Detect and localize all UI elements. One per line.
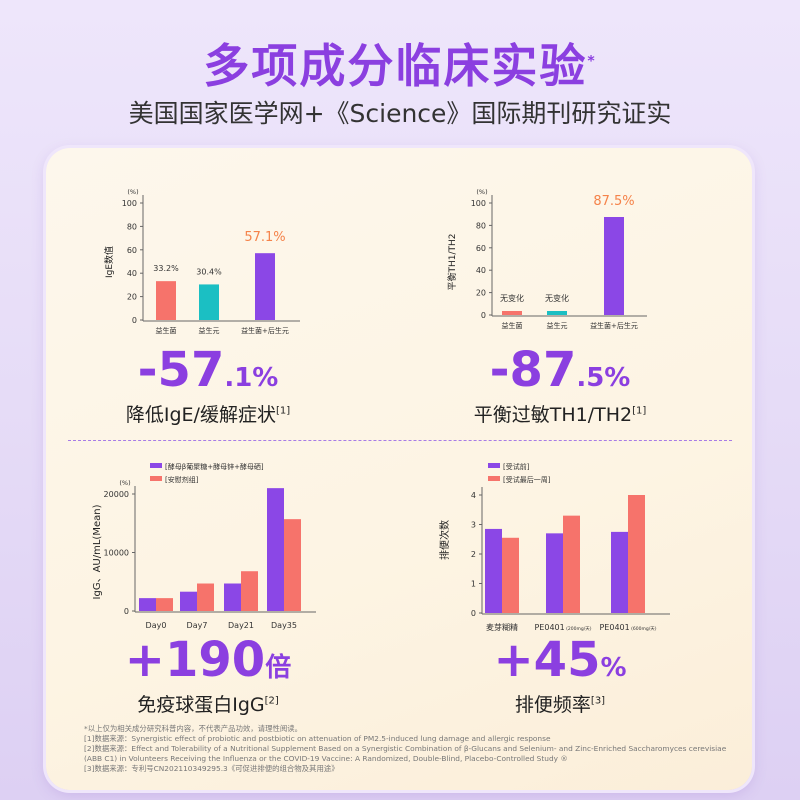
y-tick-label: 100	[122, 199, 137, 208]
data-label: 87.5%	[593, 194, 634, 209]
caption-igG: 免疫球蛋白IgG[2]	[137, 694, 279, 716]
bar	[156, 598, 173, 611]
x-tick-label: 益生元	[199, 326, 220, 335]
bar	[611, 531, 628, 613]
unit-label: (%)	[119, 479, 130, 487]
x-tick-label: PE0401 (600mg/天)	[599, 623, 656, 632]
x-tick-label: 麦芽糊精	[486, 622, 518, 632]
bar	[199, 284, 219, 320]
content-card	[46, 148, 752, 790]
bar	[197, 583, 214, 611]
y-tick-label: 100	[471, 199, 486, 208]
y-tick-label: 60	[127, 246, 137, 255]
bar	[485, 528, 502, 613]
legend-swatch	[150, 463, 162, 468]
bar	[267, 488, 284, 611]
note: [3]数据来源：专利号CN202110349295.3《可促进排便的组合物及其用…	[84, 764, 339, 773]
x-tick-label: 益生元	[547, 321, 568, 330]
bar	[628, 495, 645, 613]
note: [1]数据来源：Synergistic effect of probiotic …	[84, 734, 551, 743]
x-tick-label: Day21	[228, 621, 254, 630]
legend-swatch	[150, 476, 162, 481]
bar	[546, 533, 563, 613]
x-tick-label: 益生菌	[156, 326, 177, 335]
legend-label: [受试最后一周]	[503, 475, 551, 484]
unit-label: (%)	[127, 188, 138, 196]
y-tick-label: 10000	[104, 549, 129, 558]
x-tick-label: Day35	[271, 621, 297, 630]
legend-swatch	[488, 463, 500, 468]
y-tick-label: 80	[476, 221, 486, 230]
note: [2]数据来源：Effect and Tolerability of a Nut…	[84, 744, 727, 763]
x-tick-label: 益生菌	[502, 321, 523, 330]
bar	[604, 217, 624, 315]
page-title: 多项成分临床实验*	[203, 39, 597, 93]
stat-th: -87.5%	[489, 342, 631, 398]
y-tick-label: 1	[471, 580, 476, 589]
y-axis-label: IgE数值	[103, 246, 115, 278]
y-tick-label: 40	[127, 269, 137, 278]
y-tick-label: 20000	[104, 490, 129, 499]
bar	[255, 253, 275, 320]
note: *以上仅为相关成分研究科普内容，不代表产品功效，请理性阅读。	[84, 724, 303, 733]
y-tick-label: 2	[471, 550, 476, 559]
y-tick-label: 40	[476, 266, 486, 275]
y-tick-label: 80	[127, 222, 137, 231]
stat-bowel: +45%	[493, 632, 627, 688]
bar	[156, 281, 176, 320]
bar	[547, 311, 567, 315]
x-tick-label: Day0	[146, 621, 167, 630]
y-tick-label: 0	[471, 609, 476, 618]
y-tick-label: 4	[471, 491, 476, 500]
x-tick-label: 益生菌+后生元	[241, 326, 289, 335]
bar	[284, 519, 301, 611]
unit-label: (%)	[476, 188, 487, 196]
bar	[502, 537, 519, 613]
y-tick-label: 0	[481, 311, 486, 320]
bar	[224, 583, 241, 611]
legend-label: [受试前]	[503, 462, 530, 471]
legend-swatch	[488, 476, 500, 481]
data-label: 57.1%	[244, 230, 285, 245]
caption-th: 平衡过敏TH1/TH2[1]	[473, 404, 647, 426]
y-axis-label: 平衡TH1/TH2	[446, 233, 458, 290]
stat-igE: -57.1%	[137, 342, 279, 398]
legend-label: [安慰剂组]	[165, 475, 199, 484]
y-tick-label: 3	[471, 521, 476, 530]
y-axis-label: 排便次数	[438, 520, 451, 560]
caption-igE: 降低IgE/缓解症状[1]	[125, 404, 291, 426]
bar	[241, 571, 258, 611]
legend-label: [酵母β葡聚糖+酵母锌+酵母硒]	[165, 462, 264, 471]
y-axis-label: IgG、AU/mL(Mean)	[92, 504, 103, 599]
bar	[563, 515, 580, 613]
bar	[139, 598, 156, 611]
stat-igG: +190倍	[124, 632, 292, 688]
y-tick-label: 20	[127, 293, 137, 302]
bar	[502, 311, 522, 315]
x-tick-label: PE0401 (200mg/天)	[534, 623, 591, 632]
divider	[68, 440, 732, 441]
data-label: 无变化	[545, 293, 569, 303]
caption-bowel: 排便频率[3]	[514, 694, 606, 716]
data-label: 30.4%	[196, 267, 222, 276]
y-tick-label: 20	[476, 289, 486, 298]
footnotes: *以上仅为相关成分研究科普内容，不代表产品功效，请理性阅读。 [1]数据来源：S…	[84, 724, 734, 774]
data-label: 33.2%	[153, 264, 179, 273]
y-tick-label: 60	[476, 244, 486, 253]
bar	[180, 591, 197, 611]
y-tick-label: 0	[124, 607, 129, 616]
x-tick-label: Day7	[187, 621, 208, 630]
y-tick-label: 0	[132, 316, 137, 325]
page-subtitle: 美国国家医学网+《Science》国际期刊研究证实	[128, 99, 672, 128]
x-tick-label: 益生菌+后生元	[590, 321, 638, 330]
data-label: 无变化	[500, 293, 524, 303]
